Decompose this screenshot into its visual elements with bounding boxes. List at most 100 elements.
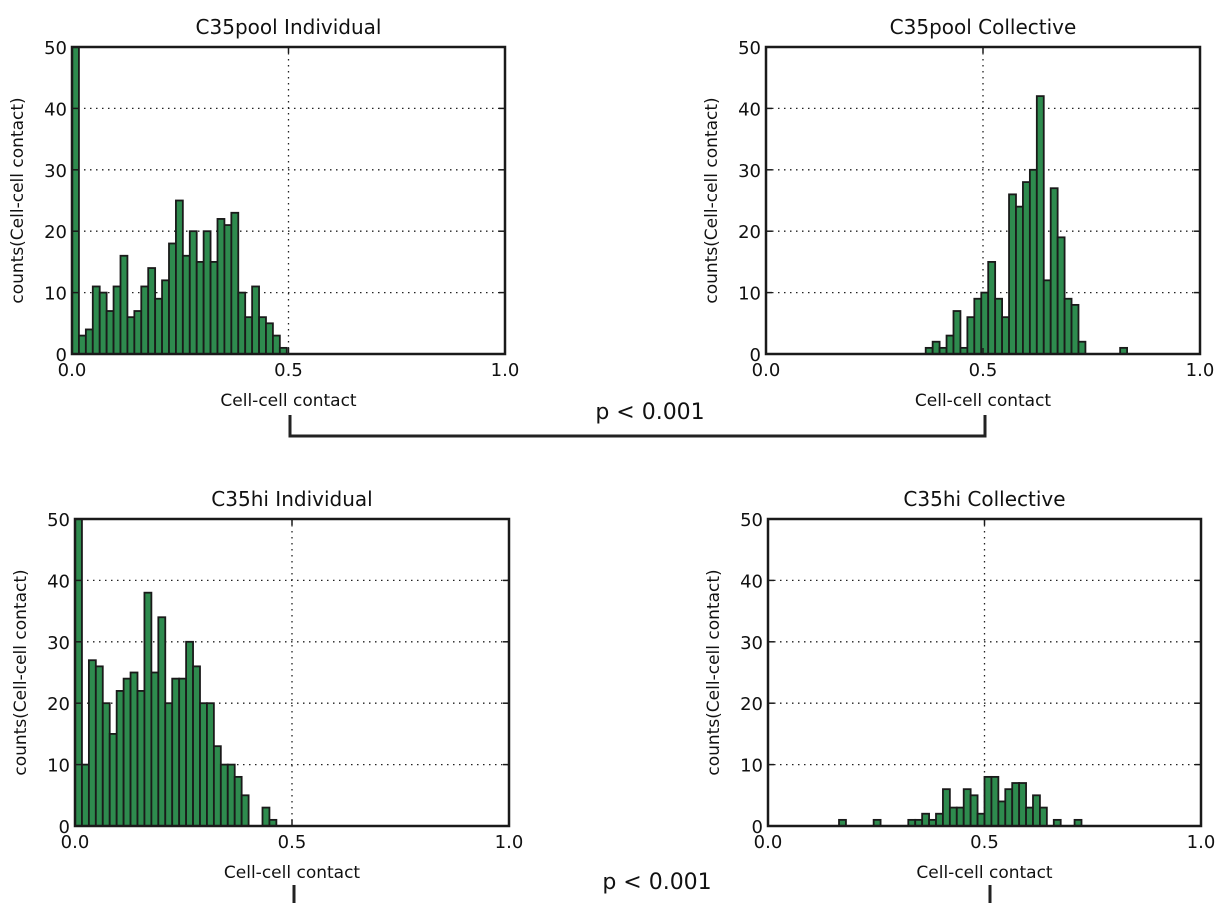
histogram-bar — [237, 291, 247, 355]
histogram-bar — [948, 806, 958, 827]
histogram-bar — [98, 291, 108, 355]
histogram-bar — [209, 260, 219, 355]
histogram-bar — [101, 702, 111, 827]
panel-title: C35pool Individual — [196, 15, 382, 39]
histogram-bar — [244, 316, 254, 355]
y-tick-label: 50 — [738, 38, 761, 59]
y-tick-label: 10 — [47, 756, 70, 777]
histogram-bar — [240, 794, 250, 827]
histogram-bar — [976, 812, 986, 827]
histogram-panel: 0 10 20 30 40 50 0.0 0.5 1.0 C35pool Individual Ce… — [8, 15, 519, 411]
histogram-bar — [112, 285, 122, 355]
histogram-bar — [188, 230, 198, 355]
panel-title: C35hi Individual — [211, 487, 372, 511]
axes-frame — [70, 45, 507, 356]
y-tick-label: 20 — [47, 694, 70, 715]
histogram-bar — [1056, 236, 1066, 355]
histogram-bar — [115, 690, 125, 827]
histogram-bar — [1008, 193, 1017, 355]
x-tick-label: 0.0 — [752, 360, 781, 381]
y-tick-label: 40 — [44, 99, 67, 120]
histogram-bar — [969, 794, 979, 827]
histogram-bar — [216, 218, 226, 355]
histogram-bar — [175, 199, 184, 355]
histogram-bar — [1032, 794, 1041, 827]
histogram-panel: 0 10 20 30 40 50 0.0 0.5 1.0 C35hi Collective Cell… — [704, 487, 1215, 883]
x-tick-label: 0.5 — [970, 832, 999, 853]
histogram-bar — [206, 702, 215, 827]
histogram-panel: 0 10 20 30 40 50 0.0 0.5 1.0 C35pool Collective Ce… — [702, 15, 1214, 411]
histogram-bar — [1063, 297, 1073, 355]
histogram-bar — [1035, 95, 1045, 355]
histogram-bar — [212, 745, 222, 827]
histogram-bar — [168, 242, 177, 355]
p-value-label-top: p < 0.001 — [595, 400, 704, 425]
panel-title: C35pool Collective — [890, 15, 1077, 39]
histogram-bar — [150, 671, 160, 827]
x-tick-label: 0.0 — [754, 832, 783, 853]
p-value-label-bottom: p < 0.001 — [602, 870, 711, 895]
x-tick-label: 1.0 — [495, 832, 524, 853]
x-tick-label: 0.5 — [274, 360, 303, 381]
histogram-bar — [261, 806, 271, 827]
histogram-bar — [1039, 806, 1048, 827]
histogram-bar — [122, 677, 132, 827]
histogram-bar — [931, 340, 941, 355]
histogram-bar — [994, 297, 1003, 355]
y-tick-label: 0 — [56, 345, 67, 366]
histogram-bar — [942, 788, 951, 827]
comparison-bracket-bottom — [292, 885, 992, 903]
histogram-bar — [105, 310, 115, 355]
histogram-bar — [81, 763, 90, 827]
y-tick-label: 50 — [740, 510, 763, 531]
x-tick-label: 1.0 — [491, 360, 520, 381]
histogram-bar — [962, 788, 972, 827]
histogram-bar — [94, 665, 104, 827]
histogram-bar — [1042, 279, 1052, 355]
histogram-bar — [230, 211, 240, 355]
y-tick-label: 40 — [738, 99, 761, 120]
x-tick-label: 1.0 — [1187, 832, 1216, 853]
histogram-bar — [195, 260, 205, 355]
y-axis-label: counts(Cell-cell contact) — [11, 569, 31, 775]
histogram-bar — [126, 316, 136, 355]
histogram-bar — [202, 230, 212, 355]
y-axis-label: counts(Cell-cell contact) — [8, 97, 28, 303]
histogram-bar — [223, 224, 233, 355]
histogram-bar — [129, 671, 139, 827]
x-tick-label: 0.5 — [969, 360, 998, 381]
histogram-bar — [973, 297, 983, 355]
histogram-bar — [935, 812, 944, 827]
histogram-bar — [192, 665, 201, 827]
histogram-bar — [1028, 168, 1038, 355]
histogram-panel: 0 10 20 30 40 50 0.0 0.5 1.0 C35hi Individual Cell… — [11, 487, 523, 883]
histogram-bar — [147, 267, 157, 355]
histogram-bar — [161, 279, 170, 355]
histogram-bar — [199, 702, 208, 827]
y-tick-label: 50 — [44, 38, 67, 59]
y-tick-label: 20 — [44, 222, 67, 243]
x-tick-label: 0.5 — [278, 832, 307, 853]
histogram-bar — [157, 616, 167, 827]
y-tick-label: 30 — [740, 633, 763, 654]
y-tick-label: 20 — [738, 222, 761, 243]
y-tick-label: 30 — [44, 161, 67, 182]
histogram-bar — [78, 334, 87, 355]
histogram-bar — [108, 733, 118, 827]
histogram-bar — [1004, 788, 1014, 827]
histogram-bar — [945, 334, 955, 355]
x-tick-label: 1.0 — [1186, 360, 1215, 381]
histogram-bar — [1001, 316, 1010, 355]
histogram-bar — [171, 677, 181, 827]
histogram-bar — [84, 328, 94, 355]
histogram-bar — [1077, 340, 1087, 355]
histogram-bar — [185, 640, 194, 827]
y-tick-label: 50 — [47, 510, 70, 531]
y-tick-label: 30 — [47, 633, 70, 654]
x-tick-label: 0.0 — [61, 832, 90, 853]
histogram-bar — [983, 775, 993, 827]
histogram-bar — [119, 254, 129, 355]
comparison-brackets: p < 0.001 p < 0.001 — [288, 400, 992, 903]
panel-title: C35hi Collective — [903, 487, 1065, 511]
